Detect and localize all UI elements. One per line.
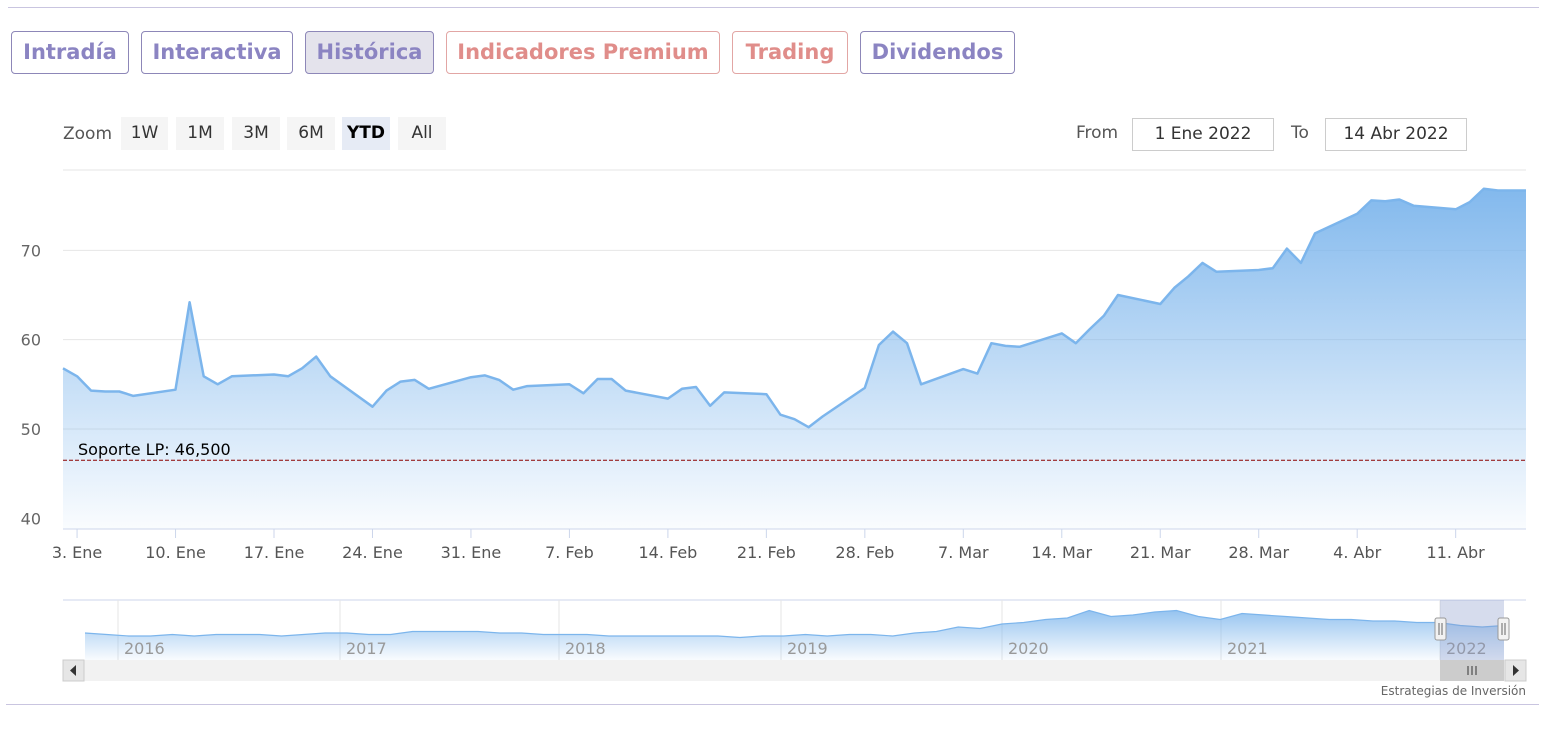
tab-interactiva[interactable]: Interactiva <box>141 31 293 74</box>
navigator-year-label: 2017 <box>346 639 387 658</box>
scrollbar-track[interactable] <box>63 660 1526 681</box>
x-tick-label: 7. Mar <box>938 543 989 562</box>
bottom-divider <box>6 704 1539 705</box>
zoom-button-ytd[interactable]: YTD <box>342 117 390 150</box>
navigator-year-labels: 2016 2017 2018 2019 2020 2021 2022 <box>124 639 1487 658</box>
x-tick-label: 24. Ene <box>342 543 403 562</box>
tab-indicadores-premium[interactable]: Indicadores Premium <box>446 31 720 74</box>
tab-trading[interactable]: Trading <box>732 31 848 74</box>
x-tick-label: 4. Abr <box>1333 543 1381 562</box>
tab-intradia[interactable]: Intradía <box>11 31 129 74</box>
x-tick-label: 3. Ene <box>52 543 102 562</box>
scrollbar-left-arrow[interactable] <box>62 659 85 682</box>
y-tick-label: 70 <box>21 241 41 260</box>
zoom-button-1m[interactable]: 1M <box>176 117 224 150</box>
x-tick-label: 21. Feb <box>737 543 796 562</box>
y-tick-label: 40 <box>21 509 41 528</box>
zoom-button-6m[interactable]: 6M <box>287 117 335 150</box>
navigator-year-label: 2018 <box>565 639 606 658</box>
to-label: To <box>1291 123 1309 143</box>
x-tick-label: 21. Mar <box>1130 543 1191 562</box>
navigator-right-handle[interactable] <box>1497 617 1510 641</box>
x-tick-label: 17. Ene <box>244 543 305 562</box>
navigator-selection[interactable] <box>1440 600 1504 660</box>
series-area-fill <box>63 188 1526 530</box>
support-label: Soporte LP: 46,500 <box>78 440 231 459</box>
navigator-year-label: 2020 <box>1008 639 1049 658</box>
series-line <box>62 187 1526 429</box>
tab-historica[interactable]: Histórica <box>305 31 434 74</box>
chart-credit: Estrategias de Inversión <box>1381 684 1526 698</box>
x-tick-label: 10. Ene <box>145 543 206 562</box>
x-tick-label: 14. Mar <box>1031 543 1092 562</box>
from-date-input[interactable]: 1 Ene 2022 <box>1132 118 1274 151</box>
navigator-year-label: 2022 <box>1446 639 1487 658</box>
top-divider <box>8 7 1539 8</box>
y-tick-label: 60 <box>21 331 41 350</box>
tab-dividendos[interactable]: Dividendos <box>860 31 1015 74</box>
x-tick-label: 11. Abr <box>1427 543 1486 562</box>
x-axis-labels: 3. Ene 10. Ene 17. Ene 24. Ene 31. Ene 7. Feb… <box>52 529 1485 562</box>
y-tick-label: 50 <box>21 420 41 439</box>
navigator-line <box>84 609 1505 639</box>
scrollbar-thumb[interactable] <box>1440 660 1504 681</box>
zoom-button-all[interactable]: All <box>398 117 446 150</box>
navigator-year-label: 2019 <box>787 639 828 658</box>
zoom-button-1w[interactable]: 1W <box>121 117 168 150</box>
navigator-left-handle[interactable] <box>1434 617 1447 641</box>
x-tick-label: 31. Ene <box>441 543 502 562</box>
navigator-year-label: 2021 <box>1227 639 1268 658</box>
y-axis-labels: 40 50 60 70 <box>21 241 41 528</box>
x-tick-label: 7. Feb <box>545 543 594 562</box>
scrollbar-right-arrow[interactable] <box>1504 659 1527 682</box>
x-tick-label: 28. Feb <box>835 543 894 562</box>
x-tick-label: 14. Feb <box>638 543 697 562</box>
zoom-label: Zoom <box>63 124 113 144</box>
to-date-input[interactable]: 14 Abr 2022 <box>1325 118 1467 151</box>
x-tick-label: 28. Mar <box>1228 543 1289 562</box>
from-label: From <box>1076 123 1119 143</box>
navigator-year-label: 2016 <box>124 639 165 658</box>
zoom-button-3m[interactable]: 3M <box>232 117 280 150</box>
